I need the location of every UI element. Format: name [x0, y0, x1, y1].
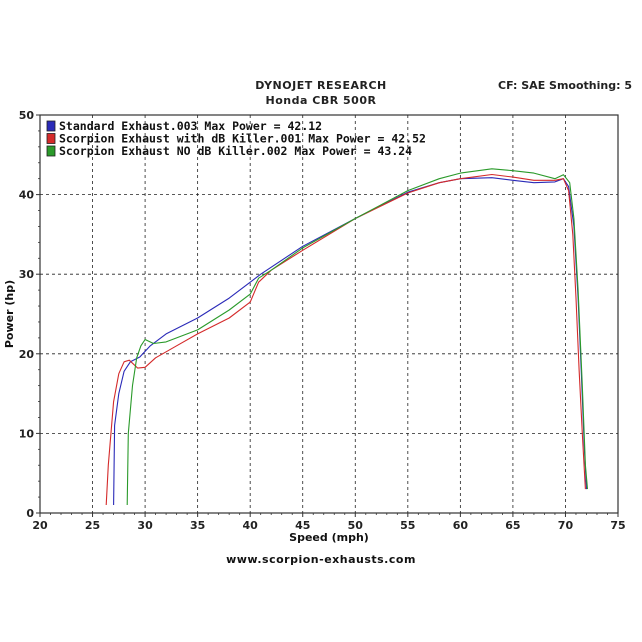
x-tick-label: 50	[348, 519, 364, 532]
website-footer: www.scorpion-exhausts.com	[226, 553, 416, 566]
y-axis: 0 10 20 30 40 50	[19, 109, 40, 520]
grid	[40, 115, 618, 513]
series-line-3	[126, 168, 589, 506]
x-tick-label: 45	[295, 519, 310, 532]
settings-label: CF: SAE Smoothing: 5	[498, 79, 632, 92]
x-tick-label: 75	[610, 519, 625, 532]
legend-entry: Standard Exhaust.003 Max Power = 42.12	[59, 119, 322, 133]
x-tick-label: 20	[32, 519, 48, 532]
legend-entry: Scorpion Exhaust with dB Killer.001 Max …	[59, 132, 426, 146]
x-tick-label: 30	[137, 519, 153, 532]
chart-title: DYNOJET RESEARCH	[255, 79, 387, 92]
x-tick-label: 35	[190, 519, 205, 532]
x-tick-label: 40	[243, 519, 259, 532]
x-axis-label: Speed (mph)	[289, 531, 369, 544]
legend: Standard Exhaust.003 Max Power = 42.12Sc…	[46, 119, 426, 158]
x-axis: 20 25 30 35 40 45 50 55 60 65 70 75	[32, 513, 626, 532]
x-tick-label: 70	[558, 519, 574, 532]
y-axis-label: Power (hp)	[3, 280, 16, 348]
chart-subtitle: Honda CBR 500R	[265, 94, 377, 107]
y-tick-label: 10	[19, 427, 35, 440]
legend-swatch	[46, 145, 56, 157]
legend-entry: Scorpion Exhaust NO dB Killer.002 Max Po…	[59, 144, 412, 158]
x-tick-label: 65	[505, 519, 520, 532]
y-tick-label: 40	[19, 189, 35, 202]
y-tick-label: 30	[19, 268, 35, 281]
x-tick-label: 60	[453, 519, 469, 532]
y-tick-label: 0	[26, 507, 34, 520]
x-tick-label: 25	[85, 519, 100, 532]
series-lines	[105, 168, 589, 506]
x-tick-label: 55	[400, 519, 415, 532]
series-line-2	[105, 173, 586, 506]
y-tick-label: 50	[19, 109, 35, 122]
legend-swatch	[46, 133, 56, 144]
plot-area	[39, 114, 619, 514]
y-tick-label: 20	[19, 348, 35, 361]
legend-swatch	[46, 120, 56, 132]
